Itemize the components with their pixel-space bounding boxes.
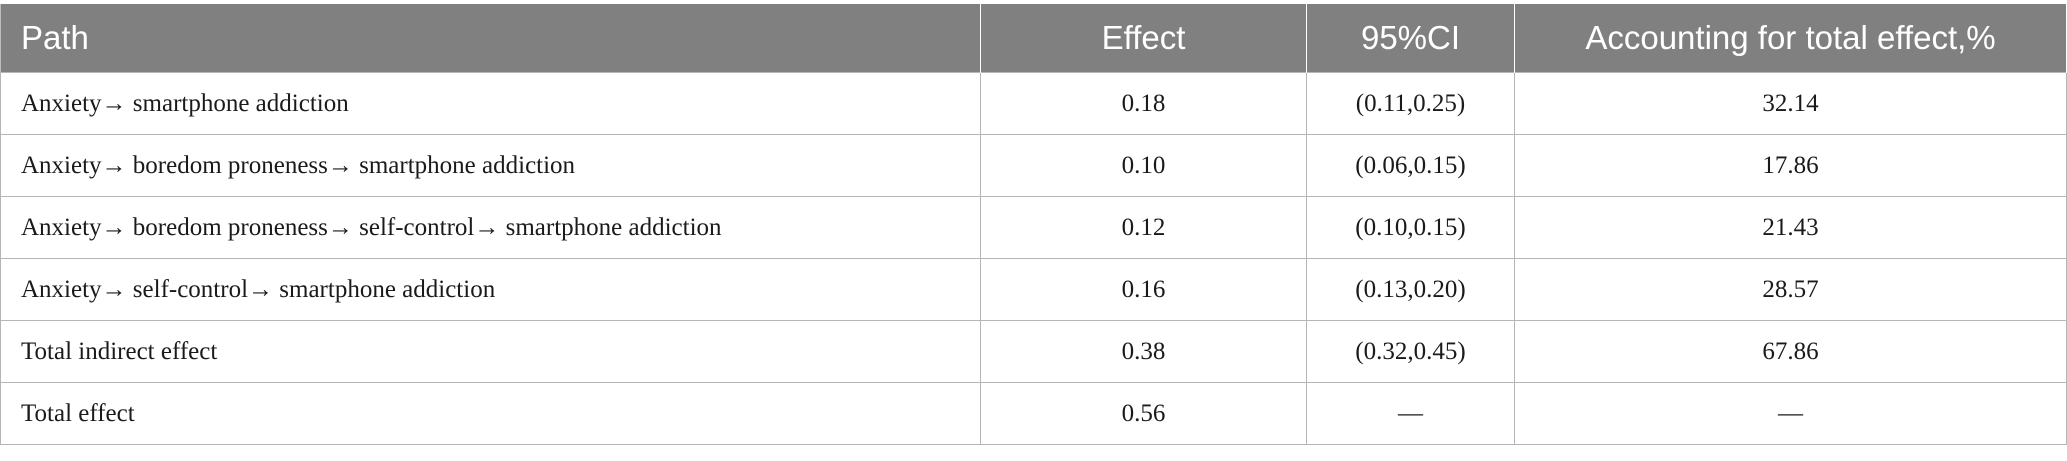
cell-path: Total indirect effect bbox=[0, 320, 981, 383]
cell-ci: (0.10,0.15) bbox=[1306, 196, 1515, 259]
cell-accounting: 17.86 bbox=[1514, 134, 2067, 197]
cell-path: Anxiety→ boredom proneness→ smartphone a… bbox=[0, 134, 981, 197]
table-body: Anxiety→ smartphone addiction 0.18 (0.11… bbox=[0, 72, 2067, 445]
mediation-effects-table: Path Effect 95%CI Accounting for total e… bbox=[0, 4, 2067, 445]
table-row: Total effect 0.56 — — bbox=[0, 382, 2067, 445]
cell-effect: 0.56 bbox=[980, 382, 1307, 445]
cell-ci: (0.13,0.20) bbox=[1306, 258, 1515, 321]
cell-effect: 0.12 bbox=[980, 196, 1307, 259]
cell-ci: (0.06,0.15) bbox=[1306, 134, 1515, 197]
header-effect: Effect bbox=[980, 4, 1307, 73]
cell-accounting: 67.86 bbox=[1514, 320, 2067, 383]
cell-ci: (0.32,0.45) bbox=[1306, 320, 1515, 383]
mediation-effects-table-container: Path Effect 95%CI Accounting for total e… bbox=[0, 4, 2067, 445]
cell-ci: (0.11,0.25) bbox=[1306, 72, 1515, 135]
cell-ci: — bbox=[1306, 382, 1515, 445]
cell-path: Anxiety→ smartphone addiction bbox=[0, 72, 981, 135]
cell-effect: 0.16 bbox=[980, 258, 1307, 321]
header-ci: 95%CI bbox=[1306, 4, 1515, 73]
cell-path: Anxiety→ boredom proneness→ self-control… bbox=[0, 196, 981, 259]
table-row: Anxiety→ self-control→ smartphone addict… bbox=[0, 258, 2067, 321]
table-row: Total indirect effect 0.38 (0.32,0.45) 6… bbox=[0, 320, 2067, 383]
cell-accounting: 21.43 bbox=[1514, 196, 2067, 259]
cell-accounting: 32.14 bbox=[1514, 72, 2067, 135]
header-path: Path bbox=[0, 4, 981, 73]
cell-path: Total effect bbox=[0, 382, 981, 445]
table-header: Path Effect 95%CI Accounting for total e… bbox=[0, 4, 2067, 73]
cell-accounting: — bbox=[1514, 382, 2067, 445]
header-accounting: Accounting for total effect,% bbox=[1514, 4, 2067, 73]
table-row: Anxiety→ boredom proneness→ self-control… bbox=[0, 196, 2067, 259]
cell-accounting: 28.57 bbox=[1514, 258, 2067, 321]
cell-effect: 0.18 bbox=[980, 72, 1307, 135]
header-row: Path Effect 95%CI Accounting for total e… bbox=[0, 4, 2067, 73]
table-row: Anxiety→ smartphone addiction 0.18 (0.11… bbox=[0, 72, 2067, 135]
cell-path: Anxiety→ self-control→ smartphone addict… bbox=[0, 258, 981, 321]
cell-effect: 0.38 bbox=[980, 320, 1307, 383]
table-row: Anxiety→ boredom proneness→ smartphone a… bbox=[0, 134, 2067, 197]
cell-effect: 0.10 bbox=[980, 134, 1307, 197]
